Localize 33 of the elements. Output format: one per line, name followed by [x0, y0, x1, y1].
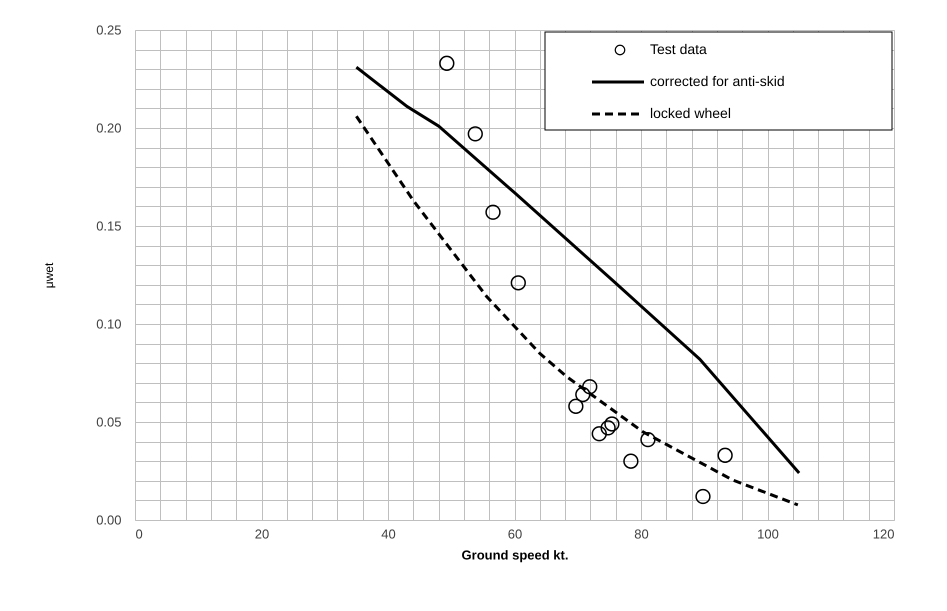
legend-label: Test data — [650, 41, 708, 57]
point — [623, 454, 639, 469]
y-tick-label: 0.10 — [96, 316, 122, 332]
point — [468, 126, 483, 142]
x-tick-label: 100 — [757, 526, 779, 542]
point — [592, 426, 607, 442]
y-tick-label: 0.05 — [96, 414, 122, 430]
point — [510, 275, 526, 290]
y-tick-label: 0.00 — [96, 512, 122, 528]
x-tick-label: 60 — [508, 526, 522, 542]
point — [640, 432, 656, 448]
legend-label: locked wheel — [650, 105, 731, 121]
x-tick-label: 120 — [872, 526, 894, 542]
point — [575, 386, 590, 402]
x-tick-label: 40 — [381, 526, 396, 542]
legend-label: corrected for anti-skid — [650, 73, 785, 89]
point — [568, 398, 584, 414]
x-tick-label: 80 — [634, 526, 649, 542]
point — [485, 204, 501, 220]
point — [439, 56, 454, 71]
y-tick-label: 0.20 — [96, 120, 122, 136]
x-axis-title: Ground speed kt. — [462, 548, 568, 562]
x-tick-label: 20 — [254, 526, 270, 542]
y-tick-label: 0.15 — [96, 218, 122, 234]
point — [600, 420, 616, 436]
point — [582, 379, 598, 394]
line-series — [354, 66, 801, 474]
y-axis-title: μwet — [42, 262, 56, 288]
point — [604, 416, 620, 432]
point — [695, 488, 711, 504]
y-tick-label: 0.25 — [96, 22, 122, 38]
x-tick-label: 0 — [136, 526, 143, 542]
point — [717, 448, 733, 463]
